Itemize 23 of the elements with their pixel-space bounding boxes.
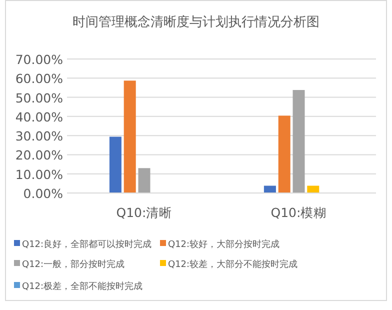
y-tick-label: 20.00% — [15, 148, 64, 163]
legend-label: Q12:一般，部分按时完成 — [22, 259, 125, 270]
legend-label: Q12:较好，大部分按时完成 — [168, 239, 280, 250]
chart-title: 时间管理概念清晰度与计划执行情况分析图 — [72, 14, 320, 30]
y-tick-label: 60.00% — [15, 71, 64, 86]
y-tick-label: 10.00% — [15, 166, 64, 182]
y-tick-label: 50.00% — [15, 90, 64, 106]
x-tick-label: Q10:模糊 — [270, 205, 327, 220]
legend-label: Q12:较差，大部分不能按时完成 — [168, 259, 298, 270]
bar — [109, 136, 122, 193]
y-tick-label: 70.00% — [15, 52, 64, 67]
bar — [307, 186, 320, 193]
x-tick-label: Q10:清晰 — [116, 205, 172, 220]
legend-label: Q12:极差，全部不能按时完成 — [22, 281, 143, 292]
bar — [138, 168, 150, 193]
y-tick-label: 0.00% — [23, 186, 64, 201]
bar — [292, 90, 305, 193]
y-tick-label: 40.00% — [15, 109, 64, 124]
legend-label: Q12:良好，全部都可以按时完成 — [22, 239, 152, 250]
y-tick-label: 30.00% — [15, 128, 64, 144]
bar — [264, 186, 276, 193]
bar — [124, 80, 136, 193]
bar — [278, 116, 290, 193]
